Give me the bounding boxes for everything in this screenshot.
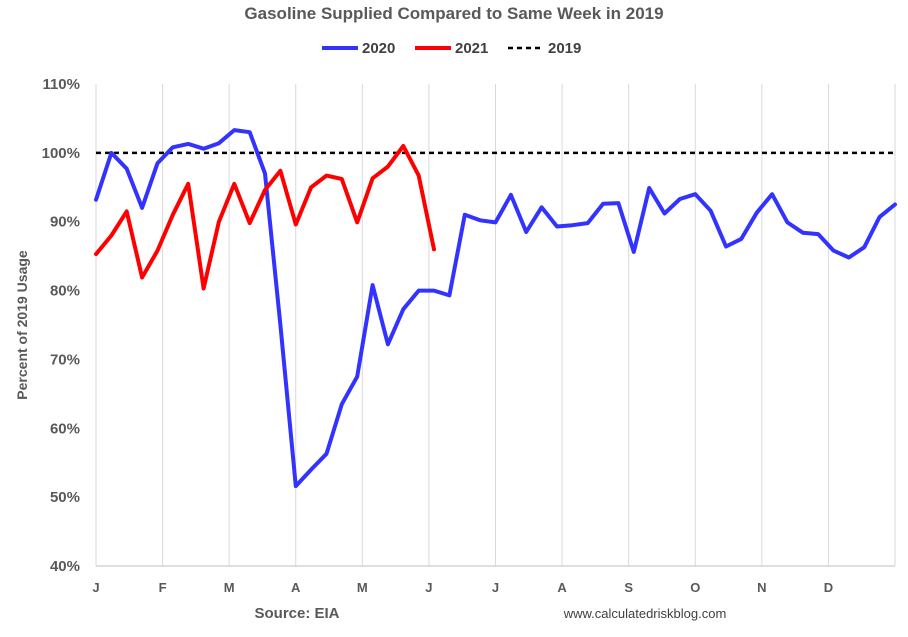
legend-label-2020: 2020 [362,40,395,57]
y-tick-label: 60% [50,420,80,437]
x-tick-label: F [159,580,167,595]
x-tick-label: D [824,580,833,595]
y-tick-label: 100% [42,145,80,162]
x-tick-label: S [624,580,633,595]
legend-label-2021: 2021 [455,40,488,57]
grid-layer [95,84,896,566]
credit-url: www.calculatedriskblog.com [563,606,727,621]
y-axis-label: Percent of 2019 Usage [14,250,30,400]
legend-item-2021: 2021 [415,40,488,57]
series-line-2020 [94,128,897,489]
y-tick-label: 110% [42,76,80,93]
x-tick-label: O [690,580,700,595]
x-tick-label: M [357,580,368,595]
x-tick-label: J [92,580,99,595]
legend-item-2020: 2020 [322,40,395,57]
x-tick-label: J [425,580,432,595]
x-tick-label: A [557,580,567,595]
x-tick-label: M [224,580,235,595]
y-tick-label: 80% [50,283,80,300]
x-tick-label: J [492,580,499,595]
legend-item-2019: 2019 [508,40,581,57]
legend: 2020 2021 2019 [322,40,581,57]
series-line-2021 [94,144,436,291]
y-tick-labels: 40% 50% 60% 70% 80% 90% 100% 110% [42,76,80,575]
y-tick-label: 50% [50,489,80,506]
series-layer [94,128,897,489]
legend-label-2019: 2019 [548,40,581,57]
x-tick-label: N [757,580,766,595]
y-tick-label: 70% [50,351,80,368]
y-tick-label: 90% [50,214,80,231]
chart-title: Gasoline Supplied Compared to Same Week … [244,4,663,23]
source-note: Source: EIA [254,605,339,622]
x-tick-label: A [291,580,301,595]
y-tick-label: 40% [50,558,80,575]
